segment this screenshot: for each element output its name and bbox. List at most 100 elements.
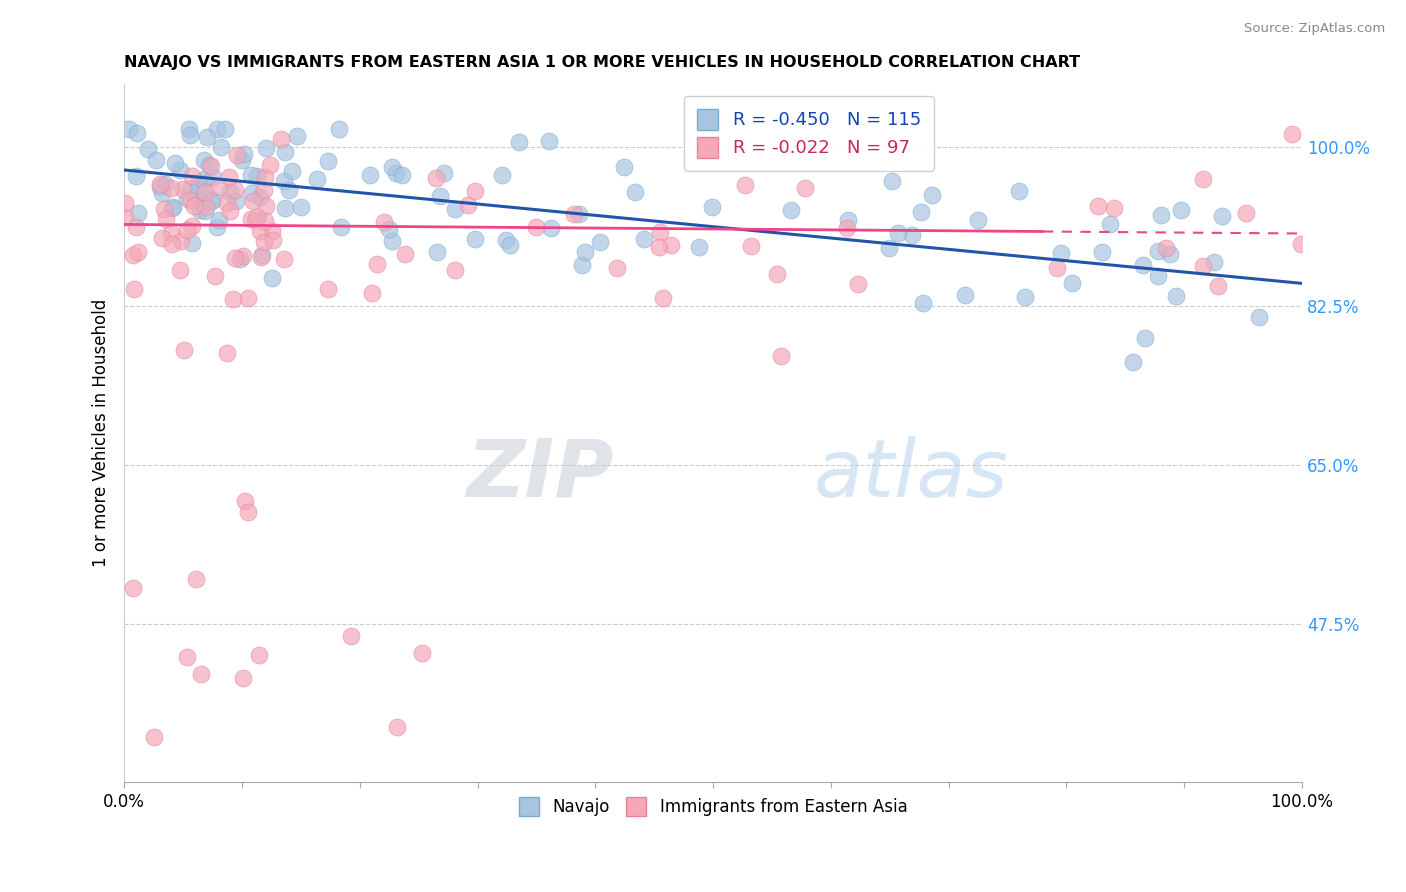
Point: [181, 169, 204, 184]
Point: [219, 185, 242, 199]
Point: [1192, 172, 1215, 186]
Point: [339, 629, 361, 643]
Point: [846, 277, 869, 291]
Point: [259, 158, 281, 172]
Text: Source: ZipAtlas.com: Source: ZipAtlas.com: [1244, 22, 1385, 36]
Point: [1247, 310, 1270, 325]
Point: [921, 188, 943, 202]
Point: [219, 204, 242, 219]
Point: [232, 249, 254, 263]
Point: [160, 201, 183, 215]
Point: [882, 174, 904, 188]
Point: [318, 282, 340, 296]
Point: [491, 168, 513, 182]
Point: [1204, 254, 1226, 268]
Point: [122, 582, 145, 596]
Point: [1046, 261, 1069, 276]
Point: [225, 194, 247, 209]
Point: [136, 142, 159, 156]
Point: [1014, 290, 1036, 304]
Point: [1147, 244, 1170, 259]
Point: [765, 268, 787, 282]
Point: [114, 210, 136, 224]
Point: [231, 153, 253, 168]
Point: [254, 199, 277, 213]
Point: [229, 252, 252, 266]
Point: [659, 238, 682, 252]
Point: [195, 130, 218, 145]
Point: [381, 234, 404, 248]
Point: [425, 171, 447, 186]
Point: [254, 141, 277, 155]
Point: [1147, 268, 1170, 283]
Point: [1281, 128, 1303, 142]
Point: [243, 213, 266, 227]
Text: NAVAJO VS IMMIGRANTS FROM EASTERN ASIA 1 OR MORE VEHICLES IN HOUSEHOLD CORRELATI: NAVAJO VS IMMIGRANTS FROM EASTERN ASIA 1…: [124, 55, 1080, 70]
Point: [127, 205, 149, 219]
Point: [1132, 258, 1154, 272]
Point: [1159, 246, 1181, 260]
Point: [910, 204, 932, 219]
Point: [359, 168, 381, 182]
Point: [967, 212, 990, 227]
Point: [1164, 289, 1187, 303]
Point: [648, 239, 671, 253]
Point: [1104, 201, 1126, 215]
Text: atlas: atlas: [813, 436, 1008, 514]
Point: [281, 164, 304, 178]
Point: [633, 231, 655, 245]
Point: [169, 234, 191, 248]
Point: [205, 122, 228, 136]
Point: [443, 262, 465, 277]
Point: [444, 202, 467, 216]
Point: [316, 153, 339, 168]
Point: [837, 213, 859, 227]
Point: [886, 226, 908, 240]
Legend: Navajo, Immigrants from Eastern Asia: Navajo, Immigrants from Eastern Asia: [510, 789, 915, 824]
Point: [328, 122, 350, 136]
Point: [232, 671, 254, 685]
Point: [186, 182, 208, 196]
Point: [270, 132, 292, 146]
Point: [274, 201, 297, 215]
Point: [366, 257, 388, 271]
Point: [127, 244, 149, 259]
Point: [240, 168, 263, 182]
Point: [253, 183, 276, 197]
Point: [385, 166, 408, 180]
Point: [911, 296, 934, 310]
Point: [433, 166, 456, 180]
Point: [564, 207, 586, 221]
Point: [1156, 241, 1178, 255]
Point: [574, 245, 596, 260]
Point: [277, 184, 299, 198]
Point: [508, 135, 530, 149]
Point: [187, 175, 209, 189]
Point: [495, 233, 517, 247]
Point: [179, 128, 201, 142]
Point: [190, 666, 212, 681]
Point: [1289, 237, 1312, 252]
Point: [176, 191, 198, 205]
Point: [194, 203, 217, 218]
Point: [238, 505, 260, 519]
Point: [204, 268, 226, 283]
Point: [877, 242, 900, 256]
Point: [702, 201, 724, 215]
Point: [411, 647, 433, 661]
Point: [200, 194, 222, 208]
Point: [149, 177, 172, 191]
Point: [179, 193, 201, 207]
Point: [606, 261, 628, 276]
Point: [254, 214, 277, 228]
Point: [571, 258, 593, 272]
Point: [122, 247, 145, 261]
Point: [117, 122, 139, 136]
Point: [837, 221, 859, 235]
Point: [125, 169, 148, 183]
Point: [524, 220, 547, 235]
Point: [193, 185, 215, 199]
Point: [201, 193, 224, 207]
Point: [1098, 217, 1121, 231]
Point: [190, 186, 212, 201]
